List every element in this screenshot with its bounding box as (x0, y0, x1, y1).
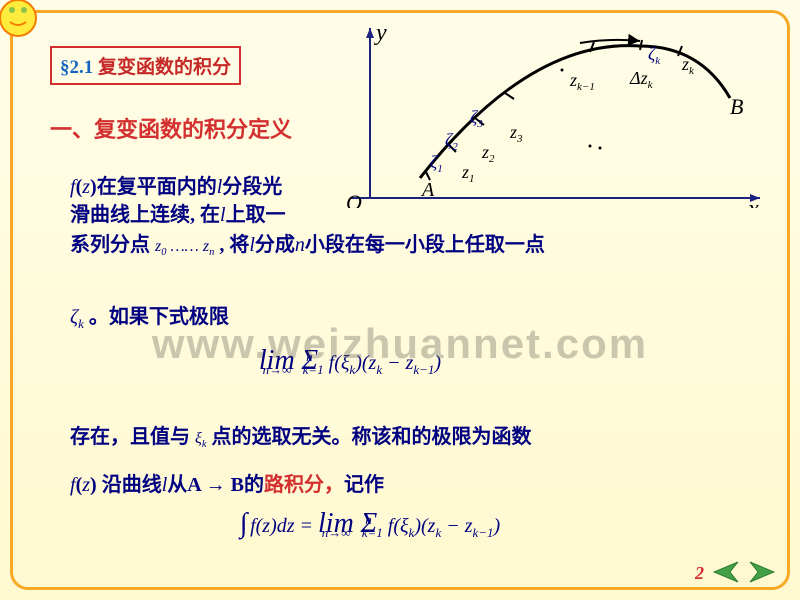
svg-text:Δzk: Δzk (629, 68, 654, 91)
section-number: §2.1 (60, 57, 93, 78)
para-4: ζk 。如果下式极限 (70, 300, 229, 332)
svg-text:ζ1: ζ1 (430, 152, 443, 175)
svg-text:z1: z1 (461, 162, 475, 185)
svg-text:ζ2: ζ2 (445, 130, 458, 153)
logo-icon (0, 0, 40, 40)
page-number: 2 (695, 563, 704, 584)
svg-text:zk−1: zk−1 (569, 70, 595, 93)
svg-text:y: y (374, 20, 387, 46)
para-2: 滑曲线上连续, 在l上取一 (70, 198, 286, 227)
svg-text:A: A (420, 179, 435, 201)
nav-back-icon[interactable] (710, 560, 740, 584)
para-3: 系列分点 z0 …… zn , 将l分成n小段在每一小段上任取一点 (70, 228, 545, 258)
section-title: §2.1 复变函数的积分 (50, 46, 241, 85)
svg-text:x: x (747, 196, 759, 208)
para-1: f(z)在复平面内的l分段光 (70, 170, 282, 199)
slide: §2.1 复变函数的积分 一、复变函数的积分定义 O x y A B ζ1 ζ2… (0, 0, 800, 600)
svg-text:O: O (346, 190, 362, 208)
section-name: 复变函数的积分 (93, 57, 231, 78)
nav-forward-icon[interactable] (748, 560, 778, 584)
svg-text:B: B (730, 94, 743, 119)
subheading: 一、复变函数的积分定义 (50, 112, 292, 144)
para-6: f(z) 沿曲线l从A → B的路积分，记作 (70, 468, 384, 497)
para-5: 存在，且值与 ξk 点的选取无关。称该和的极限为函数 (70, 420, 531, 450)
svg-text:zk: zk (681, 54, 695, 77)
complex-plane-diagram: O x y A B ζ1 ζ2 ζ3 ζk z1 z2 z3 zk−1 zk Δ… (330, 18, 770, 208)
svg-text:z2: z2 (481, 142, 495, 165)
formula-1: limn→∞ Σnk=1 f(ξk)(zk − zk−1) (170, 345, 530, 378)
formula-2: ∫l f(z)dz = limn→∞ Σnk=1 f(ξk)(zk − zk−1… (130, 508, 610, 541)
svg-text:z3: z3 (509, 122, 523, 145)
